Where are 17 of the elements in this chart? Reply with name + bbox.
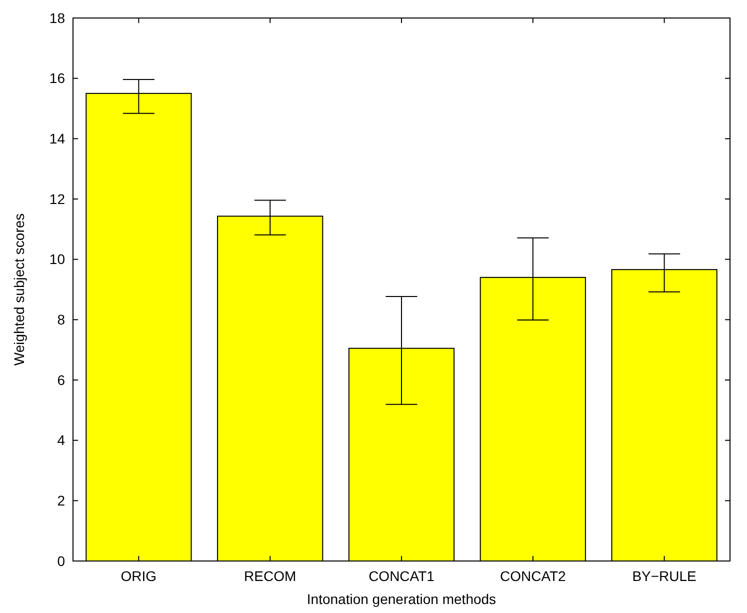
- x-tick-label: BY−RULE: [632, 568, 696, 584]
- x-tick-label: CONCAT1: [368, 568, 435, 584]
- y-tick-label: 18: [49, 10, 66, 26]
- y-tick-label: 2: [57, 492, 66, 509]
- x-tick-label: CONCAT2: [500, 568, 566, 584]
- y-axis-title: Weighted subject scores: [11, 213, 27, 366]
- y-tick-label: 8: [57, 312, 66, 328]
- x-tick-label: ORIG: [120, 568, 157, 584]
- y-tick-label: 0: [57, 552, 66, 569]
- y-tick-label: 14: [49, 130, 66, 147]
- y-tick-label: 6: [57, 372, 66, 388]
- y-tick-label: 4: [57, 432, 66, 448]
- x-axis-title: Intonation generation methods: [306, 591, 496, 607]
- x-tick-label: RECOM: [244, 568, 296, 584]
- y-tick-label: 16: [49, 70, 66, 86]
- y-tick-label: 12: [49, 190, 66, 207]
- y-tick-label: 10: [49, 251, 66, 268]
